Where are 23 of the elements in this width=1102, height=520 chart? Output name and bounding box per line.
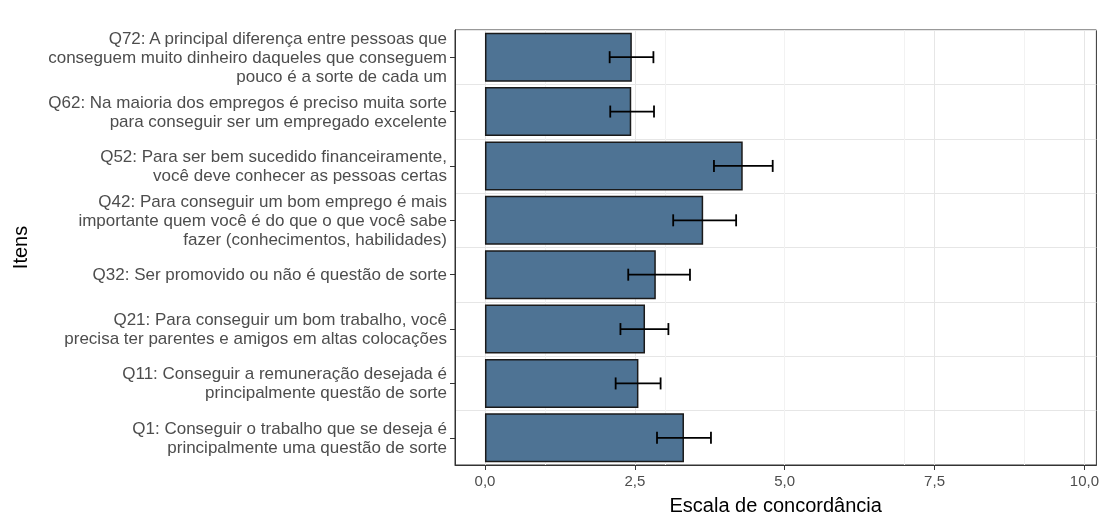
- bar: [484, 87, 632, 137]
- y-axis-title: Itens: [9, 225, 31, 270]
- y-tick-label: Q72: A principal diferença entre pessoas que conseguem muito dinheiro daqueles que conseguem pouco é a sorte de cada um: [48, 28, 447, 86]
- x-tick-label: 0,0: [474, 472, 496, 489]
- bar: [484, 358, 639, 408]
- bar: [484, 250, 656, 300]
- x-tick-label: 7,5: [924, 472, 945, 489]
- bar: [484, 195, 704, 245]
- bar: [484, 32, 632, 82]
- x-axis-title: Escala de concordância: [669, 494, 883, 516]
- x-tick-label: 2,5: [624, 472, 646, 489]
- bar: [484, 141, 743, 191]
- y-tick-label: Q1: Conseguir o trabalho que se deseja é principalmente uma questão de sorte: [132, 418, 447, 457]
- x-tick-label: 5,0: [774, 472, 796, 489]
- y-tick-label: Q62: Na maioria dos empregos é preciso muita sorte para conseguir ser um empregado excelente: [48, 92, 447, 131]
- y-tick-label: Q11: Conseguir a remuneração desejada é principalmente questão de sorte: [122, 364, 447, 403]
- y-tick-label: Q21: Para conseguir um bom trabalho, você precisa ter parentes e amigos em altas colocações: [64, 310, 447, 349]
- y-tick-label: Q42: Para conseguir um bom emprego é mais importante quem você é do que o que você sabe fazer (conhecimentos, habilidades): [78, 191, 447, 249]
- y-tick-label: Q52: Para ser bem sucedido financeiramente, você deve conhecer as pessoas certas: [100, 146, 447, 185]
- x-tick-label: 10,0: [1069, 472, 1099, 489]
- bar: [484, 413, 684, 463]
- bar: [484, 304, 646, 354]
- y-tick-label: Q32: Ser promovido ou não é questão de sorte: [92, 265, 447, 285]
